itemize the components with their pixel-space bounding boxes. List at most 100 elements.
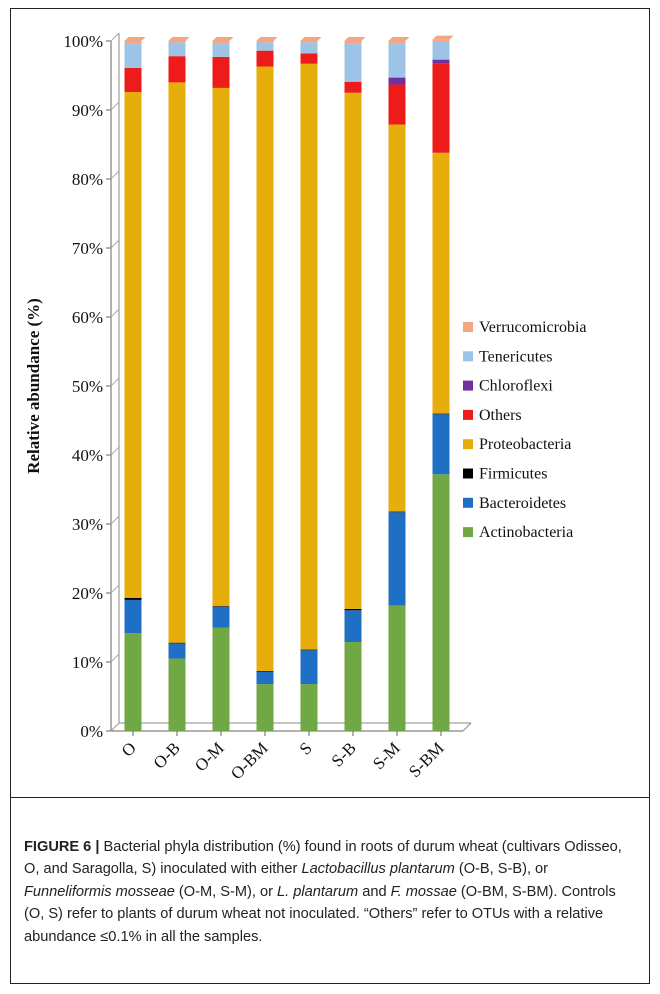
bar-top-cap <box>168 37 190 41</box>
bar-top-cap <box>388 37 410 41</box>
legend-label-actinobacteria: Actinobacteria <box>479 524 573 541</box>
bar-segment-tenericutes <box>124 43 142 68</box>
y-tick-depth <box>110 239 120 249</box>
chart-frame: 0% 10% 20% 30% 40% 50% 60% 70% 80% 90% 100% O O-B O-M… <box>10 8 650 798</box>
legend-swatch-chloroflexi <box>463 380 473 391</box>
legend-label-tenericutes: Tenericutes <box>479 348 553 365</box>
bar-segment-firmicutes <box>344 608 362 611</box>
bar-segment-others <box>256 50 274 67</box>
legend-swatch-bacteroidetes <box>463 497 473 508</box>
bar-segment-actinobacteria <box>344 641 362 731</box>
bar-segment-actinobacteria <box>124 633 142 731</box>
bar-top-cap <box>432 35 454 40</box>
y-tick-label: 40% <box>72 446 103 465</box>
y-tick-label: 50% <box>72 377 103 396</box>
bar-segment-verrucomicrobia <box>124 41 142 44</box>
x-tick-label: S-M <box>369 738 404 773</box>
bar-segment-chloroflexi <box>432 59 450 64</box>
caption-text: and <box>358 883 391 900</box>
y-tick-depth <box>110 515 120 525</box>
bar-segment-bacteroidetes <box>168 643 186 659</box>
bar-segment-verrucomicrobia <box>256 41 274 43</box>
bar-segment-verrucomicrobia <box>432 39 450 42</box>
legend-label-others: Others <box>479 407 522 424</box>
bar-segment-tenericutes <box>388 43 406 78</box>
bar-segment-proteobacteria <box>388 124 406 512</box>
x-tick-label: O-BM <box>227 738 272 783</box>
caption-text: (O-B, S-B), or <box>454 861 549 878</box>
y-tick-depth <box>110 170 120 180</box>
x-tick-label: S-B <box>328 738 360 770</box>
y-tick-depth <box>110 377 120 387</box>
bar-segment-bacteroidetes <box>300 650 318 685</box>
bar-segment-firmicutes <box>388 511 406 513</box>
bar-segment-verrucomicrobia <box>344 41 362 44</box>
bar-segment-proteobacteria <box>124 92 142 598</box>
bar-segment-proteobacteria <box>256 66 274 671</box>
bar-segment-bacteroidetes <box>388 512 406 606</box>
y-tick-depth <box>110 101 120 111</box>
legend: Verrucomicrobia Tenericutes Chloroflexi Oth… <box>463 319 587 541</box>
bar-top-cap <box>300 37 322 41</box>
floor-right-edge <box>462 722 472 732</box>
bar-top-cap <box>124 37 146 41</box>
legend-label-chloroflexi: Chloroflexi <box>479 378 553 395</box>
bar-segment-others <box>124 67 142 93</box>
legend-label-proteobacteria: Proteobacteria <box>479 436 571 453</box>
caption-italic: L. plantarum <box>277 883 359 900</box>
bar-segment-actinobacteria <box>168 658 186 731</box>
legend-label-firmicutes: Firmicutes <box>479 466 547 483</box>
y-axis-label: Relative abundance (%) <box>24 298 43 474</box>
caption-italic: F. mossae <box>390 883 457 900</box>
bar-segment-firmicutes <box>168 642 186 644</box>
legend-swatch-actinobacteria <box>463 527 473 538</box>
bar-segment-proteobacteria <box>344 92 362 609</box>
bar-segment-proteobacteria <box>212 87 230 607</box>
bar-segment-proteobacteria <box>432 152 450 414</box>
bar-segment-actinobacteria <box>300 684 318 731</box>
bar-segment-others <box>388 84 406 125</box>
bar-segment-firmicutes <box>212 606 230 607</box>
legend-swatch-proteobacteria <box>463 439 473 450</box>
bar-segment-verrucomicrobia <box>212 41 230 44</box>
bar-segment-actinobacteria <box>256 684 274 731</box>
x-tick-label: S-BM <box>405 738 448 781</box>
y-tick-label: 10% <box>72 653 103 672</box>
bar-top-cap <box>256 37 278 41</box>
bar-segment-others <box>344 81 362 93</box>
bar-segment-bacteroidetes <box>124 599 142 634</box>
bar-segment-others <box>300 53 318 64</box>
bar-segment-others <box>432 63 450 153</box>
y-tick-label: 80% <box>72 170 103 189</box>
y-tick-label: 30% <box>72 515 103 534</box>
legend-label-bacteroidetes: Bacteroidetes <box>479 495 566 512</box>
bar-segment-others <box>212 56 230 88</box>
legend-swatch-verrucomicrobia <box>463 322 473 332</box>
bar-segment-actinobacteria <box>212 627 230 731</box>
y-tick-depth <box>110 446 120 456</box>
bar-segment-firmicutes <box>124 597 142 600</box>
bar-segment-tenericutes <box>432 41 450 60</box>
bar-segment-tenericutes <box>344 43 362 82</box>
bar-segment-proteobacteria <box>300 63 318 650</box>
bar-segment-firmicutes <box>300 649 318 651</box>
y-tick-label: 20% <box>72 584 103 603</box>
bar-segment-bacteroidetes <box>344 610 362 642</box>
y-tick-label: 0% <box>80 722 103 741</box>
bar-top-cap <box>212 37 234 41</box>
figure-caption: FIGURE 6 | Bacterial phyla distribution … <box>24 836 636 948</box>
caption-text: (O-BM, S-BM). Controls (O, S) refer to p… <box>24 883 616 945</box>
bar-segment-tenericutes <box>256 42 274 51</box>
y-tick-label: 100% <box>63 32 103 51</box>
plot-area: 0% 10% 20% 30% 40% 50% 60% 70% 80% 90% 100% O O-B O-M… <box>63 32 472 783</box>
bar-segment-actinobacteria <box>432 474 450 731</box>
bar-segment-others <box>168 56 186 83</box>
y-tick-depth <box>110 722 120 732</box>
figure-label: FIGURE 6 | <box>24 839 100 855</box>
bar-segment-verrucomicrobia <box>168 41 186 43</box>
legend-swatch-tenericutes <box>463 351 473 362</box>
y-tick-depth <box>110 308 120 318</box>
bar-segment-bacteroidetes <box>212 606 230 628</box>
bar-segment-proteobacteria <box>168 82 186 643</box>
bar-segment-firmicutes <box>256 670 274 672</box>
